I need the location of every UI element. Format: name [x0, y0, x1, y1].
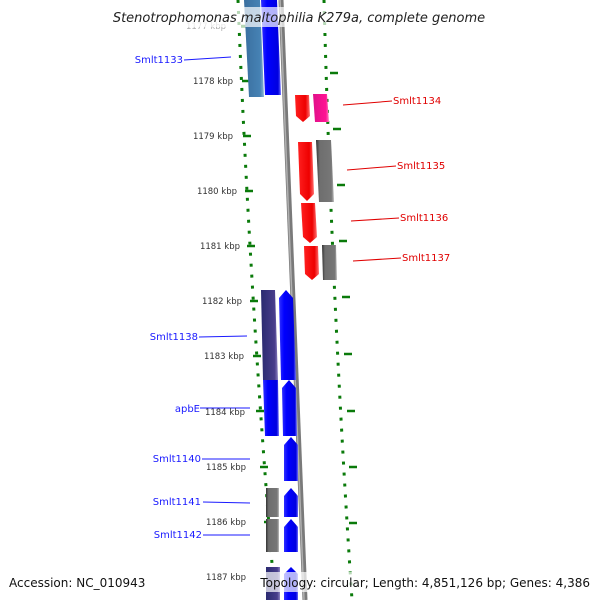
gene-smlt1135[interactable] — [298, 140, 334, 202]
tick-label: 1181 kbp — [200, 242, 240, 252]
tick-label: 1187 kbp — [206, 573, 246, 583]
tick-label: 1180 kbp — [197, 187, 237, 197]
gene-apbe[interactable] — [263, 380, 297, 436]
gene-smlt1136[interactable] — [301, 203, 317, 243]
gene-smlt1134[interactable] — [295, 94, 329, 122]
tick-label: 1184 kbp — [205, 408, 245, 418]
gene-label-smlt1142[interactable]: Smlt1142 — [154, 530, 202, 541]
accession-text: Accession: NC_010943 — [9, 576, 145, 590]
gene-smlt1137[interactable] — [304, 245, 337, 280]
footer-accession-bg — [0, 572, 150, 592]
gene-smlt1142[interactable] — [266, 519, 298, 552]
tick-label: 1183 kbp — [204, 352, 244, 362]
gene-label-smlt1134[interactable]: Smlt1134 — [393, 96, 441, 107]
gene-label-smlt1136[interactable]: Smlt1136 — [400, 213, 448, 224]
map-title: Stenotrophomonas maltophilia K279a, comp… — [113, 11, 485, 26]
gene-label-smlt1141[interactable]: Smlt1141 — [153, 497, 201, 508]
gene-label-apbe[interactable]: apbE — [175, 404, 200, 415]
tick-label: 1186 kbp — [206, 518, 246, 528]
gene-smlt1138[interactable] — [261, 290, 296, 380]
tick-label: 1179 kbp — [193, 132, 233, 142]
ruler-outer — [322, 0, 354, 600]
label-connectors-right — [342, 100, 402, 262]
gene-smlt1141[interactable] — [266, 488, 298, 517]
gene-label-smlt1138[interactable]: Smlt1138 — [150, 332, 198, 343]
gene-smlt1140[interactable] — [284, 437, 298, 481]
gene-label-smlt1140[interactable]: Smlt1140 — [153, 454, 201, 465]
gene-label-smlt1137[interactable]: Smlt1137 — [402, 253, 450, 264]
footer-stats-bg — [256, 572, 600, 592]
gene-label-smlt1133[interactable]: Smlt1133 — [135, 55, 183, 66]
gene-label-smlt1135[interactable]: Smlt1135 — [397, 161, 445, 172]
tick-label: 1182 kbp — [202, 297, 242, 307]
genome-stats-text: Topology: circular; Length: 4,851,126 bp… — [259, 576, 590, 590]
label-connectors-left — [183, 56, 251, 536]
tick-label: 1185 kbp — [206, 463, 246, 473]
tick-label: 1178 kbp — [193, 77, 233, 87]
